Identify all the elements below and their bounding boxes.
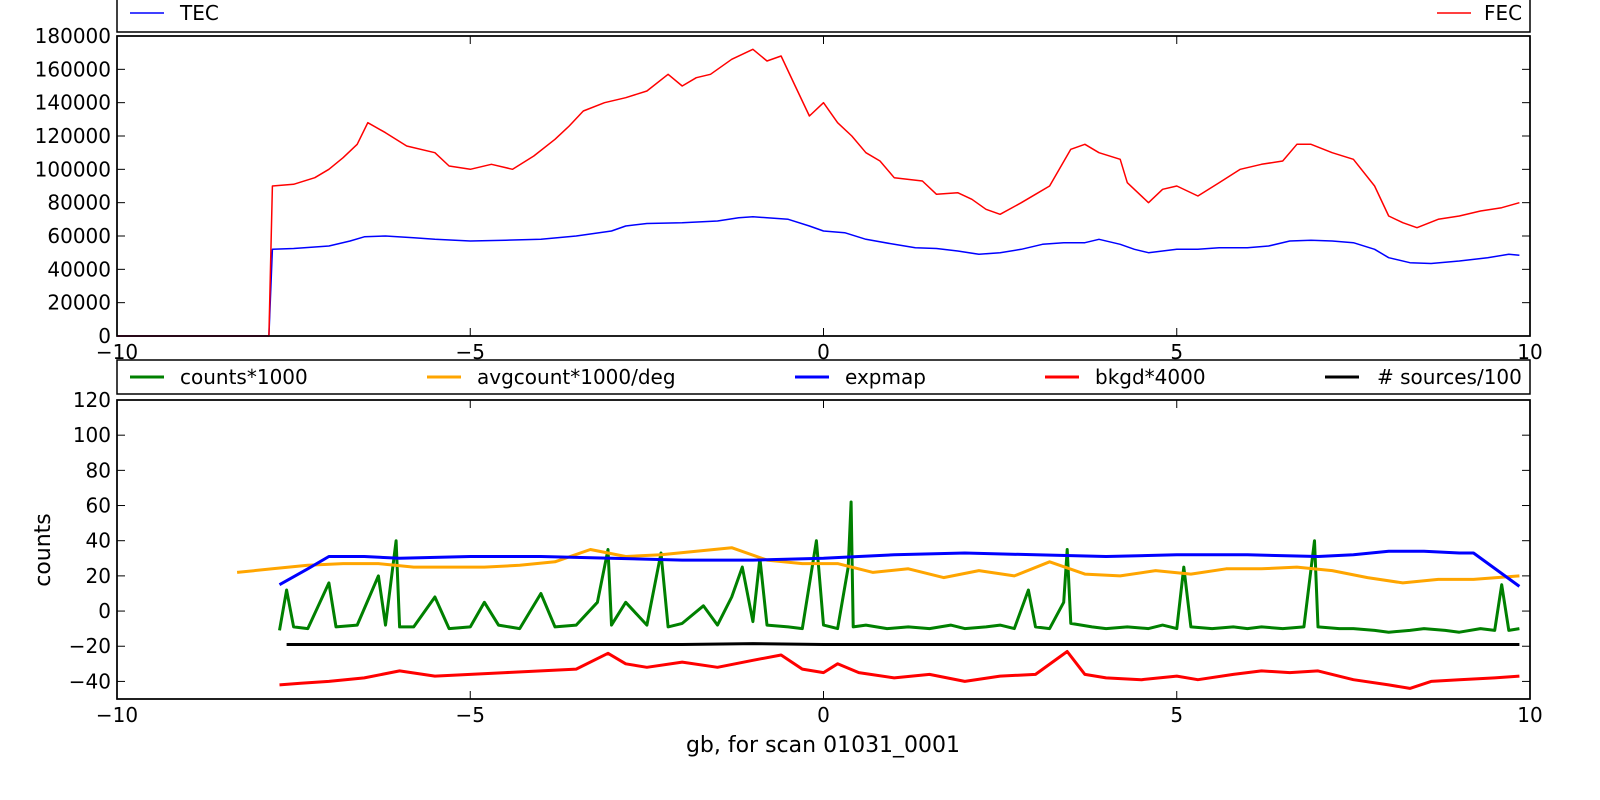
legend-item: bkgd*4000 (1045, 365, 1206, 389)
y-tick: 80000 (47, 191, 1530, 215)
legend-item: expmap (795, 365, 926, 389)
plot-frame (116, 399, 1531, 700)
plot-area (116, 35, 1531, 337)
x-tick-label: −5 (456, 703, 485, 727)
y-tick: 0 (98, 599, 1530, 623)
y-tick: 20 (86, 564, 1530, 588)
y-tick-label: 160000 (35, 57, 111, 81)
counts-chart: counts*1000 avgcount*1000/deg expmap bkgd*4… (31, 359, 1543, 758)
y-tick: 100000 (35, 157, 1530, 181)
legend-label: TEC (179, 1, 219, 25)
y-tick: 60000 (47, 224, 1530, 248)
y-tick: 100 (73, 423, 1530, 447)
y-tick-label: 0 (98, 324, 111, 348)
y-tick-label: 60 (86, 494, 111, 518)
x-tick: 5 (1170, 36, 1183, 364)
x-tick: 5 (1170, 400, 1183, 727)
y-tick-label: −20 (69, 634, 111, 658)
y-tick: 20000 (47, 291, 1530, 315)
series-line--sources-100 (286, 642, 1520, 646)
y-tick: 140000 (35, 91, 1530, 115)
y-tick-label: 120 (73, 388, 111, 412)
series-line-expmap (278, 549, 1521, 588)
legend-label: FEC (1484, 1, 1522, 25)
legend: TEC FEC (130, 1, 1522, 25)
y-tick-label: 80000 (47, 191, 111, 215)
series-group (236, 500, 1521, 690)
legend-item: counts*1000 (130, 365, 308, 389)
legend-item: FEC (1437, 1, 1522, 25)
y-tick-label: 180000 (35, 24, 111, 48)
legend-item: # sources/100 (1325, 365, 1522, 389)
y-tick: 160000 (35, 57, 1530, 81)
series-line-fec (117, 48, 1520, 337)
y-tick-label: 80 (86, 458, 111, 482)
y-tick-label: 40000 (47, 257, 111, 281)
y-tick: −40 (69, 669, 1530, 693)
y-tick-label: 0 (98, 599, 111, 623)
x-tick: 0 (817, 36, 830, 364)
x-tick-label: 5 (1170, 703, 1183, 727)
x-tick: −10 (96, 400, 138, 727)
series-line-counts-1000 (278, 500, 1520, 634)
x-tick-label: −10 (96, 703, 138, 727)
y-tick-label: −40 (69, 669, 111, 693)
y-tick: 40000 (47, 257, 1530, 281)
legend-label: # sources/100 (1377, 365, 1522, 389)
y-tick: 120000 (35, 124, 1530, 148)
y-tick: 40 (86, 529, 1530, 553)
y-tick-label: 60000 (47, 224, 111, 248)
y-axis-label: counts (31, 513, 56, 587)
legend-label: bkgd*4000 (1095, 365, 1206, 389)
x-tick: −5 (456, 400, 485, 727)
legend-item: TEC (130, 1, 219, 25)
series-line-avgcount-1000-deg (236, 546, 1520, 585)
y-tick-label: 120000 (35, 124, 111, 148)
axis-ticks: −10 −5 0 5 10 −40 −20 0 20 40 60 80 100 120 (69, 388, 1543, 727)
legend-label: counts*1000 (180, 365, 308, 389)
x-tick-label: 0 (817, 340, 830, 364)
series-line-tec (117, 216, 1520, 337)
x-tick-label: 5 (1170, 340, 1183, 364)
y-tick-label: 40 (86, 529, 111, 553)
y-tick-label: 20 (86, 564, 111, 588)
series-group (117, 48, 1520, 337)
y-tick-label: 20000 (47, 291, 111, 315)
y-tick-label: 100 (73, 423, 111, 447)
x-tick: 10 (1517, 400, 1543, 727)
axis-ticks: −10 −5 0 5 100200004000060000800001000001200… (35, 24, 1543, 364)
plot-area (116, 399, 1531, 700)
x-tick-label: 10 (1517, 703, 1542, 727)
legend-box (116, 0, 1531, 33)
legend-item: avgcount*1000/deg (427, 365, 676, 389)
y-tick-label: 140000 (35, 91, 111, 115)
y-tick: 80 (86, 458, 1530, 482)
legend-label: expmap (845, 365, 926, 389)
y-tick: 60 (86, 494, 1530, 518)
legend-label: avgcount*1000/deg (477, 365, 676, 389)
series-line-bkgd-4000 (279, 650, 1520, 690)
x-axis-label: gb, for scan 01031_0001 (686, 733, 960, 758)
x-tick-label: 0 (817, 703, 830, 727)
plot-frame (116, 35, 1531, 337)
y-tick-label: 100000 (35, 157, 111, 181)
y-tick: −20 (69, 634, 1530, 658)
legend: counts*1000 avgcount*1000/deg expmap bkgd*4… (130, 365, 1522, 389)
x-tick: 0 (817, 400, 830, 727)
tec-fec-chart: TEC FEC −10 −5 0 5 10020000400006000080000100… (35, 0, 1543, 364)
